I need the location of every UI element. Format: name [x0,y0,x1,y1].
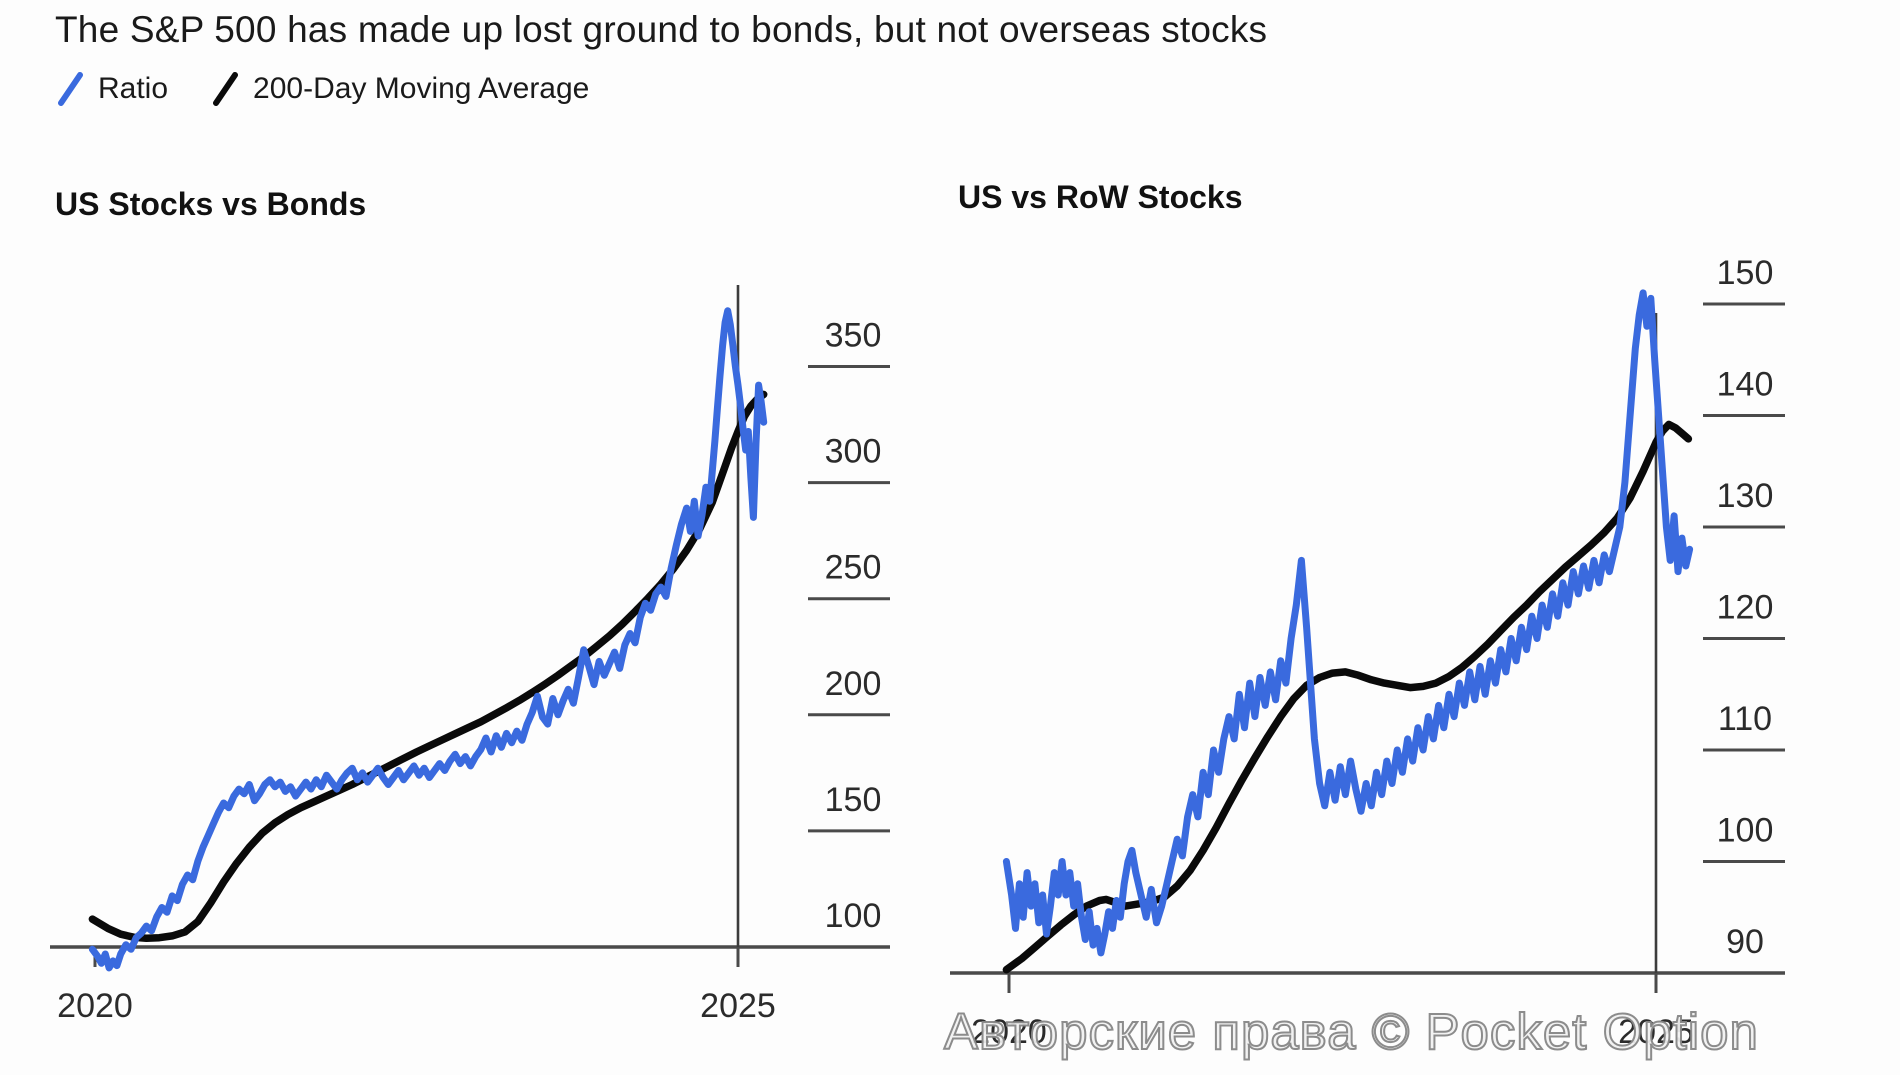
y-tick-label: 100 [1717,812,1774,850]
ratio-line [88,307,768,972]
legend-label-moving-average: 200-Day Moving Average [253,72,590,105]
moving-average-slash-icon [213,72,239,106]
ratio-line [1002,289,1694,957]
chart-legend: Ratio 200-Day Moving Average [57,70,589,108]
y-tick-label: 150 [1717,254,1774,292]
x-tick-label: 2020 [971,1013,1047,1051]
y-tick-label: 130 [1717,477,1774,515]
y-tick-label: 300 [825,433,882,471]
y-tick-label: 90 [1726,923,1764,961]
moving-average-line [88,390,768,942]
right-panel-title: US vs RoW Stocks [958,179,1243,215]
us-stocks-vs-bonds-chart: 2020 2025 350 300 250 200 150 100 [50,285,890,1025]
us-vs-row-stocks-chart: 2020 2025 150 140 130 120 110 100 90 [950,254,1785,1051]
left-panel-title: US Stocks vs Bonds [55,186,367,222]
x-tick-label: 2025 [700,987,776,1025]
y-tick-label: 110 [1718,700,1772,738]
legend-label-ratio: Ratio [98,72,169,105]
legend-item-ratio: Ratio [57,70,168,108]
y-tick-label: 100 [825,897,882,935]
y-tick-label: 150 [825,781,882,819]
y-tick-label: 120 [1717,589,1774,627]
x-tick-label: 2025 [1618,1013,1694,1051]
y-tick-label: 200 [825,665,882,703]
moving-average-line [1002,420,1693,974]
page-title: The S&P 500 has made up lost ground to b… [55,9,1268,50]
y-tick-label: 250 [825,549,882,587]
x-tick-label: 2020 [57,987,133,1025]
y-tick-label: 140 [1717,366,1774,404]
y-tick-label: 350 [825,317,882,355]
ratio-slash-icon [58,72,83,106]
legend-item-moving-average: 200-Day Moving Average [212,70,589,108]
pocket-option-watermark: Авторские права © Pocket Option [943,1002,1759,1061]
